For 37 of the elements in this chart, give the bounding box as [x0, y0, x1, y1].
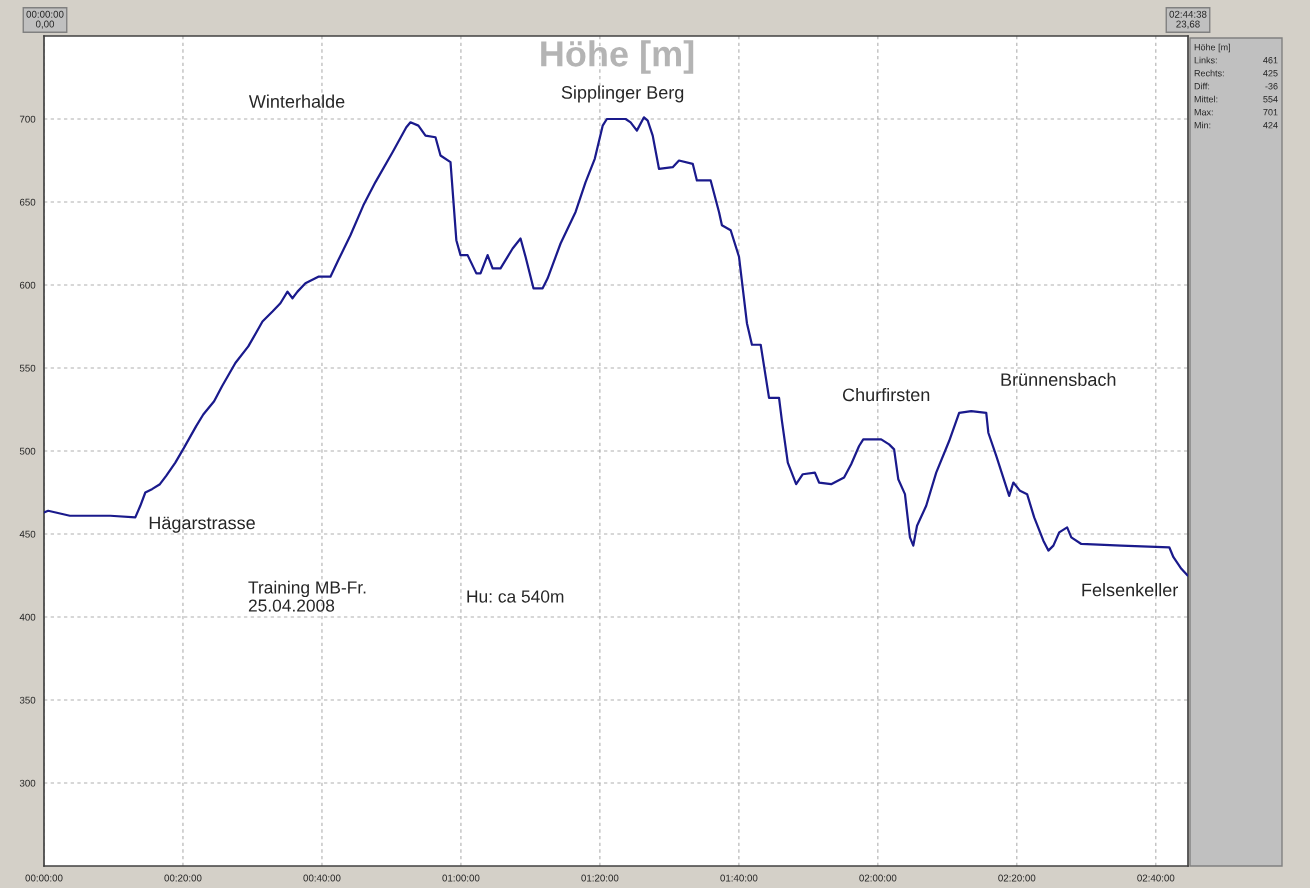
annotation: Felsenkeller — [1082, 583, 1178, 597]
y-tick-label: 400 — [19, 613, 36, 621]
text: Max: 701 — [1194, 109, 1278, 116]
y-tick-label: 300 — [19, 779, 36, 787]
x-tick-label: 00:20:00 — [164, 874, 202, 882]
y-tick-label: 650 — [19, 198, 36, 206]
annotation: Training MB-Fr. 25.04.2008 — [248, 580, 366, 612]
x-tick-label: 02:40:00 — [1137, 874, 1175, 882]
annotation: Hu: ca 540m — [467, 590, 564, 603]
text: Rechts: 425 — [1194, 69, 1278, 77]
annotation: Sipplinger Berg — [561, 85, 684, 103]
annotation: Winterhalde — [248, 94, 345, 108]
y-tick-label: 550 — [19, 364, 36, 372]
annotation: Churfirsten — [842, 387, 930, 402]
x-tick-label: 02:20:00 — [998, 874, 1036, 882]
text: Min: 424 — [1194, 121, 1278, 129]
x-tick-label: 01:20:00 — [581, 874, 619, 882]
x-tick-label: 00:40:00 — [303, 874, 341, 882]
text: 02:44:38 23,68 — [1169, 10, 1207, 29]
line-series — [44, 116, 1188, 577]
y-tick-label: 450 — [19, 530, 36, 538]
x-tick-label: 02:00:00 — [859, 874, 897, 882]
text: Links: 461 — [1194, 56, 1278, 64]
annotation: Hägarstrasse — [149, 516, 255, 533]
annotation: Brünnensbach — [1001, 372, 1116, 387]
text: Höhe [m] — [1194, 43, 1230, 53]
y-tick-label: 600 — [19, 281, 36, 289]
x-tick-label: 01:40:00 — [720, 874, 758, 882]
text: Mittel: 554 — [1194, 95, 1278, 103]
y-tick-label: 700 — [19, 115, 36, 123]
y-tick-label: 350 — [19, 696, 36, 704]
text: 00:00:00 0,00 — [26, 10, 64, 29]
x-tick-label: 00:00:00 — [25, 874, 63, 882]
chart-title: Höhe [m] — [541, 40, 694, 74]
text: Diff: -36 — [1194, 82, 1278, 90]
y-tick-label: 500 — [19, 447, 36, 455]
x-tick-label: 01:00:00 — [442, 874, 480, 882]
